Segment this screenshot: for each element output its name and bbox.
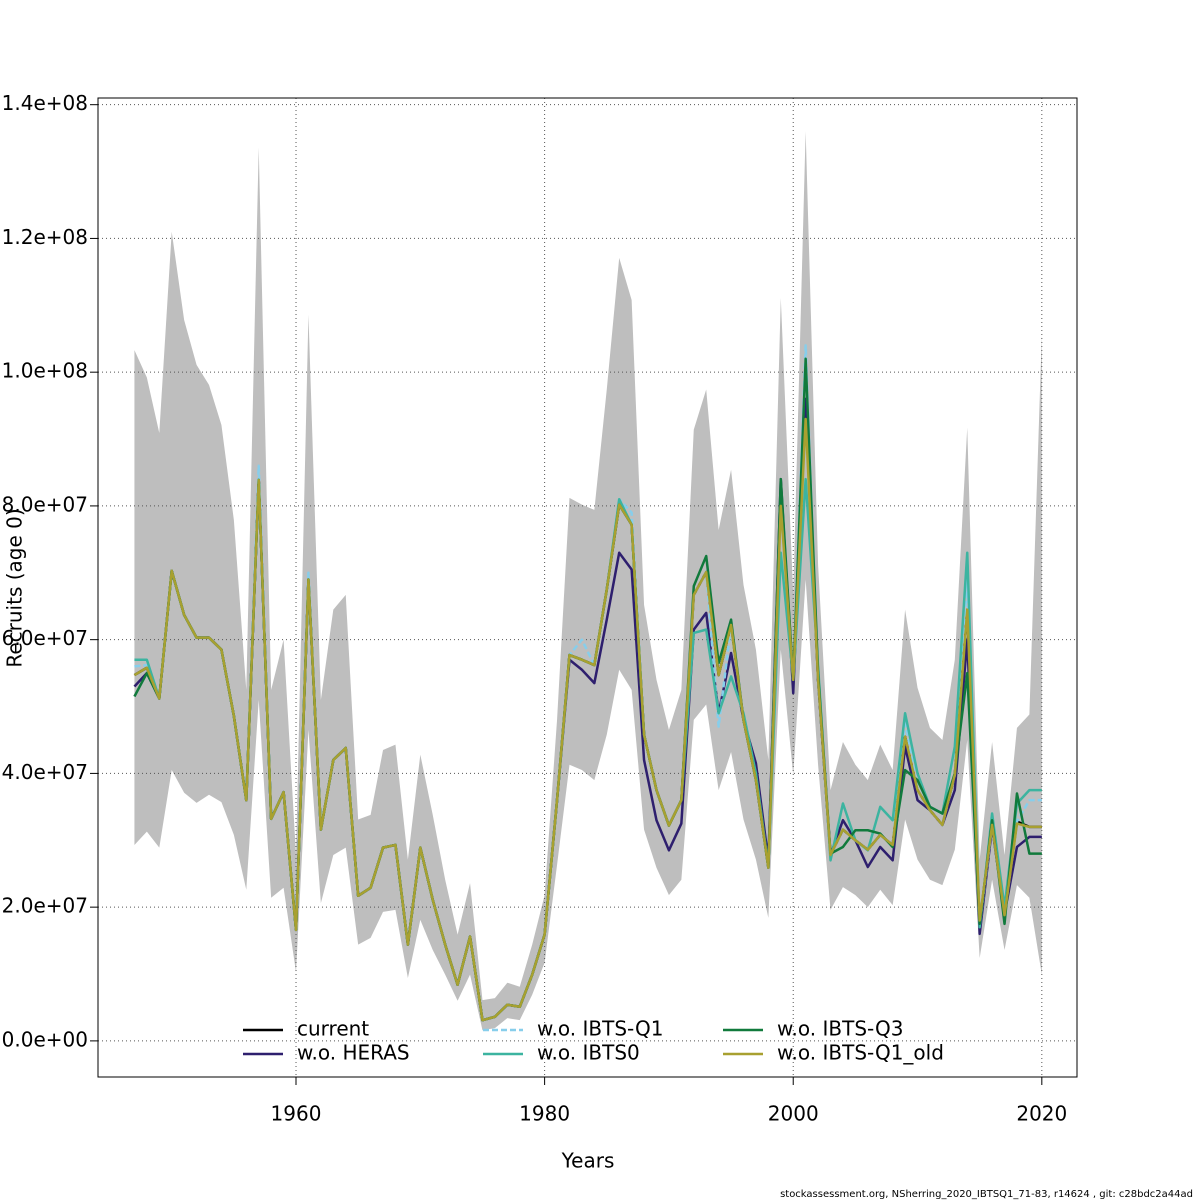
y-tick-label: 4.0e+07 [2,760,88,784]
y-tick-label: 6.0e+07 [2,626,88,650]
y-tick-label: 1.4e+08 [2,91,88,115]
y-tick-label: 8.0e+07 [2,492,88,516]
x-tick-label: 2000 [768,1102,819,1126]
x-tick-label: 1960 [271,1102,322,1126]
legend-label: w.o. IBTS-Q1 [537,1017,663,1041]
plot-area [98,98,1077,1077]
y-tick-label: 2.0e+07 [2,894,88,918]
legend-label: w.o. IBTS0 [537,1041,640,1065]
y-tick-label: 1.0e+08 [2,359,88,383]
x-axis-label: Years [561,1149,615,1173]
plot-frame [97,97,1078,1078]
y-tick-label: 0.0e+00 [2,1027,88,1051]
confidence-band [134,131,1042,1031]
y-axis-label: Recruits (age 0) [3,508,27,667]
x-tick-label: 1980 [519,1102,570,1126]
series-line [133,417,1042,1022]
legend-label: w.o. IBTS-Q1_old [777,1041,944,1065]
footer: stockassessment.org, NSherring_2020_IBTS… [780,1189,1193,1200]
legend-label: w.o. HERAS [297,1041,410,1065]
x-tick-label: 2020 [1016,1102,1067,1126]
y-tick-label: 1.2e+08 [2,225,88,249]
legend-label: current [297,1017,369,1041]
legend-label: w.o. IBTS-Q3 [777,1017,903,1041]
